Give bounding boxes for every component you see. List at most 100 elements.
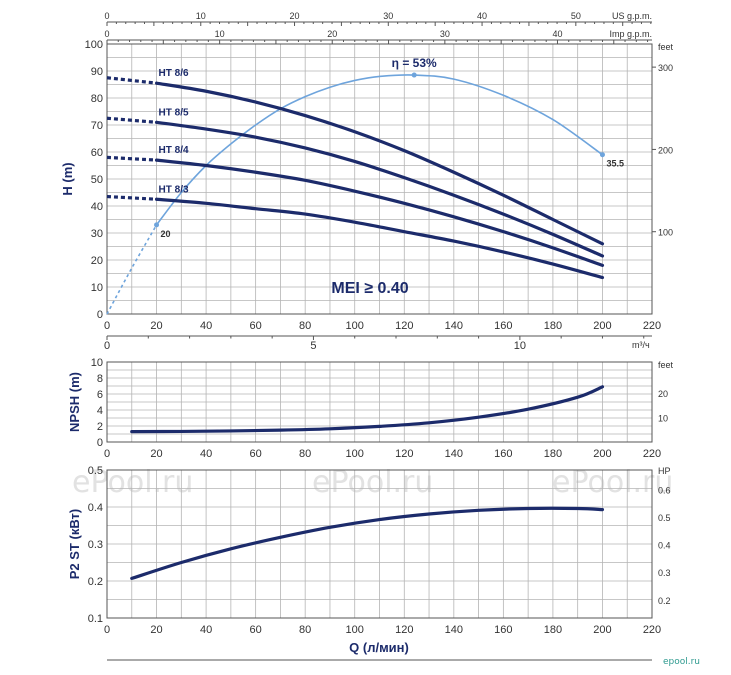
x-tick-label: 40 [200,320,212,332]
efficiency-marker [599,152,605,158]
us-gpm-tick-label: 0 [104,11,109,21]
x-tick-label: 220 [643,320,661,332]
x-tick-label: 80 [299,624,311,636]
x-tick-label: 180 [544,624,562,636]
pump-curve [154,158,605,267]
y-tick-label: 0 [97,309,103,321]
y-axis-title: P2 ST (кВт) [67,509,82,579]
x-tick-label: 200 [593,320,611,332]
y-tick-label: 4 [97,405,103,417]
m3h-tick-label: 5 [310,340,316,352]
watermark-text: ePool.ru [552,465,673,500]
mei-annotation: MEI ≥ 0.40 [331,280,408,297]
us-gpm-tick-label: 10 [196,11,206,21]
y-tick-label: 80 [91,93,103,105]
x-tick-label: 120 [395,624,413,636]
x-tick-label: 100 [346,320,364,332]
x-tick-label: 160 [494,624,512,636]
right-tick-label: 0.3 [658,568,671,578]
x-tick-label: 20 [150,320,162,332]
right-tick-label: 20 [658,389,668,399]
right-tick-label: 0.2 [658,596,671,606]
plot-frame [106,43,653,315]
imp-gpm-unit-label: Imp g.p.m. [609,29,652,39]
right-axis-unit: feet [658,360,674,370]
x-tick-label: 0 [104,624,110,636]
m3h-unit-label: m³/ч [632,340,650,350]
y-tick-label: 20 [91,255,103,267]
y-tick-label: 8 [97,373,103,385]
efficiency-curve-dashed [106,224,158,315]
x-tick-label: 60 [250,448,262,460]
x-tick-label: 100 [346,448,364,460]
x-tick-label: 20 [150,448,162,460]
x-tick-label: 60 [250,624,262,636]
y-tick-label: 10 [91,282,103,294]
x-tick-label: 60 [250,320,262,332]
right-tick-label: 300 [658,63,673,73]
imp-gpm-tick-label: 10 [215,29,225,39]
pump-curve [154,197,605,280]
series-label: HT 8/4 [159,145,189,156]
y-tick-label: 10 [91,357,103,369]
y-tick-label: 0 [97,437,103,449]
watermark-text: ePool.ru [312,465,433,500]
plot-frame [106,469,653,619]
efficiency-point-label: 35.5 [606,159,624,169]
x-tick-label: 180 [544,320,562,332]
pump-curve-dashed [106,76,157,85]
pump-curve-dashed [106,194,157,201]
plot-frame [106,361,653,443]
power-curve [130,506,605,581]
y-tick-label: 40 [91,201,103,213]
watermark-text: ePool.ru [72,465,193,500]
right-tick-label: 100 [658,228,673,238]
y-tick-label: 2 [97,421,103,433]
x-tick-label: 100 [346,624,364,636]
x-tick-label: 140 [445,624,463,636]
efficiency-curve [155,74,603,226]
y-axis-title: H (m) [60,162,75,195]
x-tick-label: 180 [544,448,562,460]
y-tick-label: 0.3 [88,539,103,551]
right-tick-label: 10 [658,414,668,424]
y-tick-label: 0.5 [88,465,103,477]
pump-curve [154,81,605,246]
x-tick-label: 120 [395,320,413,332]
m3h-tick-label: 10 [514,340,526,352]
us-gpm-tick-label: 40 [477,11,487,21]
imp-gpm-tick-label: 30 [440,29,450,39]
y-tick-label: 60 [91,147,103,159]
y-tick-label: 90 [91,66,103,78]
us-gpm-tick-label: 20 [290,11,300,21]
us-gpm-unit-label: US g.p.m. [612,11,652,21]
logo-text: epool.ru [663,657,700,667]
x-tick-label: 40 [200,624,212,636]
x-tick-label: 200 [593,448,611,460]
right-axis-unit: HP [658,466,671,476]
x-tick-label: 0 [104,320,110,332]
x-tick-label: 80 [299,448,311,460]
x-tick-label: 160 [494,448,512,460]
pump-curve [154,120,605,258]
m3h-tick-label: 0 [104,340,110,352]
npsh-curve [130,385,605,434]
x-tick-label: 160 [494,320,512,332]
right-tick-label: 0.4 [658,541,671,551]
us-gpm-tick-label: 30 [383,11,393,21]
x-tick-label: 220 [643,448,661,460]
right-tick-label: 200 [658,145,673,155]
efficiency-marker [154,222,160,228]
efficiency-peak-marker [411,72,417,78]
imp-gpm-tick-label: 20 [327,29,337,39]
y-tick-label: 100 [85,39,103,51]
x-tick-label: 220 [643,624,661,636]
y-axis-title: NPSH (m) [67,372,82,432]
pump-curve-dashed [106,116,157,124]
efficiency-point-label: 20 [161,229,171,239]
y-tick-label: 30 [91,228,103,240]
y-tick-label: 50 [91,174,103,186]
y-tick-label: 0.4 [88,502,103,514]
